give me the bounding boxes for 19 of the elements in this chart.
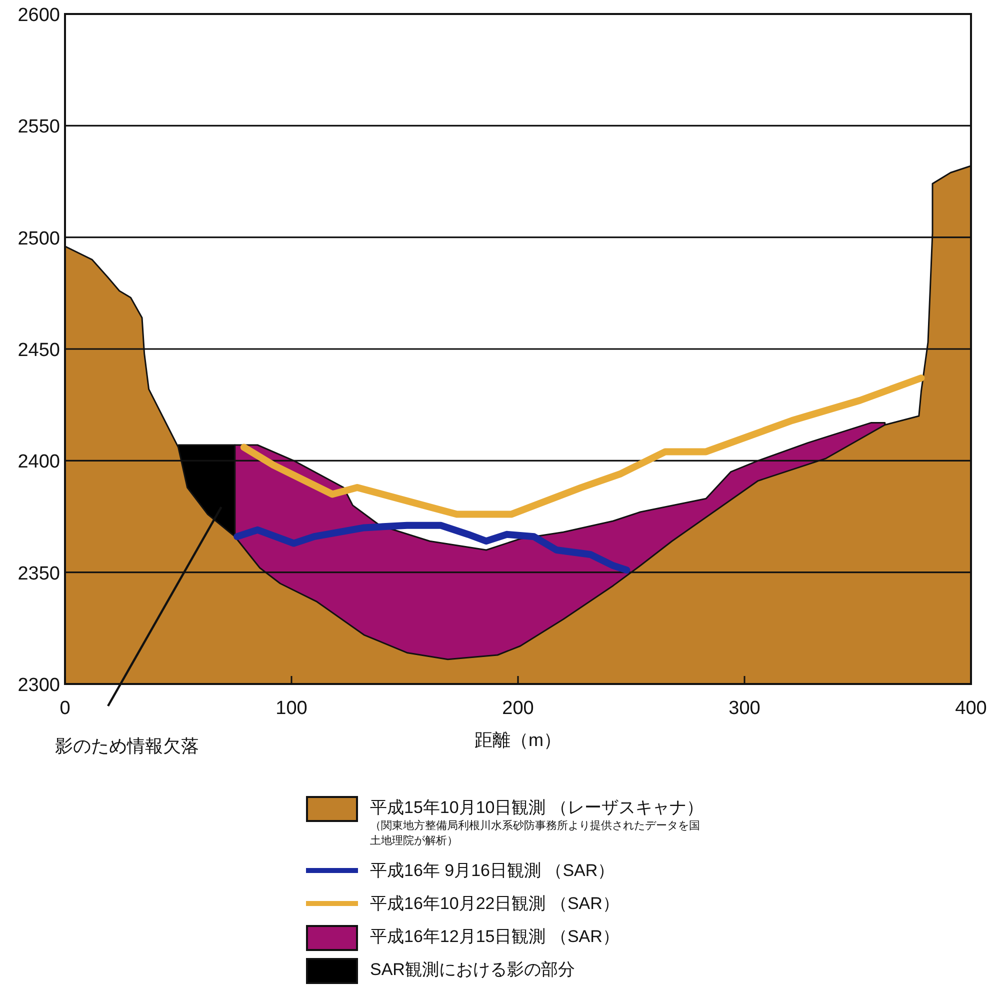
legend-label: 平成15年10月10日観測 （レーザスキャナ） xyxy=(370,797,704,819)
x-tick-label: 300 xyxy=(728,698,760,719)
y-tick-label: 2600 xyxy=(18,5,60,26)
legend-label: 平成16年 9月16日観測 （SAR） xyxy=(370,860,615,882)
y-tick-label: 2300 xyxy=(18,675,60,696)
legend-label: SAR観測における影の部分 xyxy=(370,959,575,981)
x-axis-title: 距離（m） xyxy=(474,730,562,750)
legend-label: 平成16年10月22日観測 （SAR） xyxy=(370,893,620,915)
y-tick-label: 2450 xyxy=(18,340,60,361)
x-tick-label: 200 xyxy=(502,698,534,719)
y-tick-label: 2550 xyxy=(18,116,60,138)
x-tick-label: 400 xyxy=(955,698,987,719)
x-tick-label: 100 xyxy=(276,698,308,719)
y-tick-label: 2500 xyxy=(18,228,60,250)
y-tick-label: 2400 xyxy=(18,452,60,473)
y-tick-label: 2350 xyxy=(18,563,60,584)
text: （関東地方整備局利根川水系砂防事務所より提供されたデータを国土地理院が解析） xyxy=(370,819,700,849)
legend-label: 平成16年12月15日観測 （SAR） xyxy=(370,926,620,948)
x-tick-label: 0 xyxy=(60,698,70,719)
